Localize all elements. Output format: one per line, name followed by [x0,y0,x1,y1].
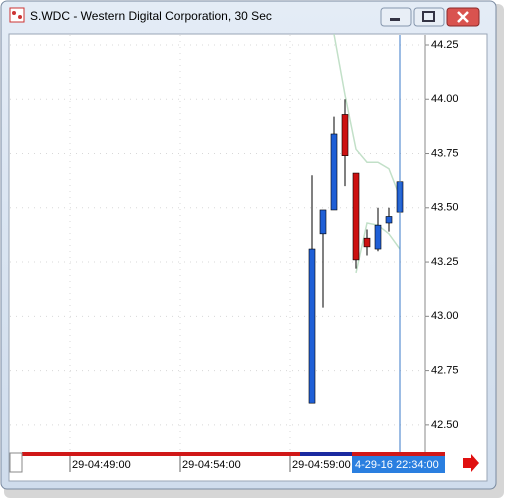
scroll-box[interactable] [9,452,23,473]
time-bar [22,452,445,456]
candle-body [363,237,371,248]
y-tick-label: 42.75 [431,365,459,377]
app-icon [9,7,25,23]
y-tick-label: 43.50 [431,202,459,214]
x-tick-label: 29-04:59:00 [292,459,351,471]
candle-body [385,216,393,224]
candle-body [352,172,360,261]
candle-body [374,224,382,250]
window-title: S.WDC - Western Digital Corporation, 30 … [30,9,272,23]
x-tick-label: 29-04:49:00 [72,459,131,471]
minimize-button[interactable] [380,7,412,27]
candle-body [341,114,349,156]
y-tick-label: 44.25 [431,39,459,51]
maximize-button[interactable] [413,7,445,27]
candle-body [330,133,338,211]
candle-body [308,248,316,404]
y-tick-label: 42.50 [431,419,459,431]
y-tick-label: 44.00 [431,93,459,105]
cursor-label: 4-29-16 22:34:00 [355,459,439,471]
y-tick-label: 43.75 [431,147,459,159]
cursor-label-bg [352,456,445,473]
plot: 42.50 42.75 43.00 43.25 43.50 43.75 44.00 44.25… [10,33,459,473]
y-tick-label: 43.25 [431,256,459,268]
x-tick-label: 29-04:54:00 [182,459,241,471]
scroll-right-arrow[interactable] [463,454,479,472]
indicator-line [333,33,401,198]
time-bar-range [300,452,352,456]
candle-body [319,209,327,235]
y-tick-label: 43.00 [431,310,459,322]
chart-area [8,33,488,482]
